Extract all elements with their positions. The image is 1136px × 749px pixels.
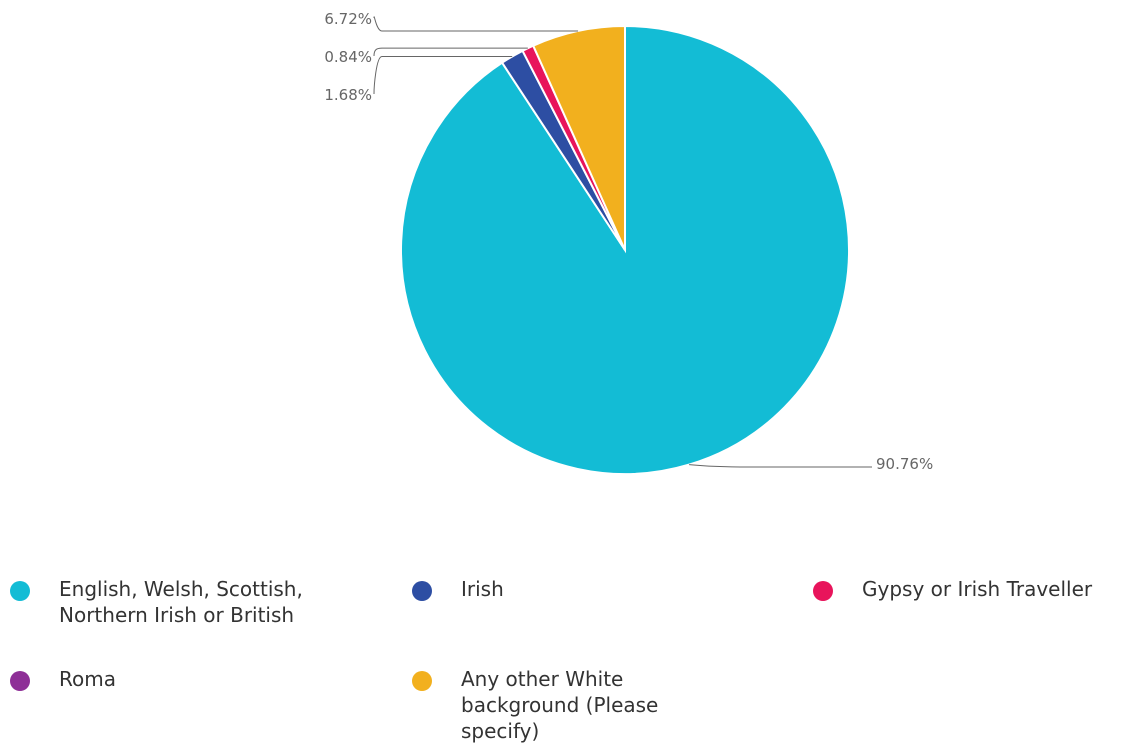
legend-label: Irish <box>461 577 504 601</box>
leader-line-4 <box>373 16 579 32</box>
legend-item-irish[interactable]: Irish <box>412 576 761 602</box>
legend-item-any-other-white[interactable]: Any other White background (Please speci… <box>412 666 711 744</box>
value-labels: 90.76% 1.68% 0.84% 6.72% <box>324 10 933 473</box>
legend-item-english-welsh-scottish[interactable]: English, Welsh, Scottish, Northern Irish… <box>10 576 359 628</box>
pie-slice-4[interactable] <box>531 24 626 251</box>
value-label-0: 90.76% <box>876 455 933 473</box>
legend-label: Roma <box>59 667 116 691</box>
pie-slices <box>400 24 850 475</box>
legend-item-roma[interactable]: Roma <box>10 666 359 692</box>
value-label-1: 1.68% <box>324 86 372 104</box>
leader-line-2 <box>373 47 528 57</box>
leader-lines <box>373 16 872 468</box>
pie-chart: 90.76% 1.68% 0.84% 6.72% <box>324 10 933 475</box>
value-label-2: 0.84% <box>324 48 372 66</box>
legend-marker-dot <box>412 581 432 601</box>
legend-marker-dot <box>10 581 30 601</box>
legend-marker-dot <box>10 671 30 691</box>
legend-marker-dot <box>813 581 833 601</box>
legend-label: Any other White background (Please speci… <box>461 667 659 743</box>
legend-label: English, Welsh, Scottish, Northern Irish… <box>59 577 303 627</box>
legend-item-gypsy-irish-traveller[interactable]: Gypsy or Irish Traveller <box>813 576 1136 602</box>
legend-marker-dot <box>412 671 432 691</box>
leader-line-0 <box>689 464 872 468</box>
legend-label: Gypsy or Irish Traveller <box>862 577 1093 601</box>
legend: English, Welsh, Scottish, Northern Irish… <box>0 572 1136 749</box>
value-label-4: 6.72% <box>324 10 372 28</box>
leader-line-1 <box>373 55 513 95</box>
